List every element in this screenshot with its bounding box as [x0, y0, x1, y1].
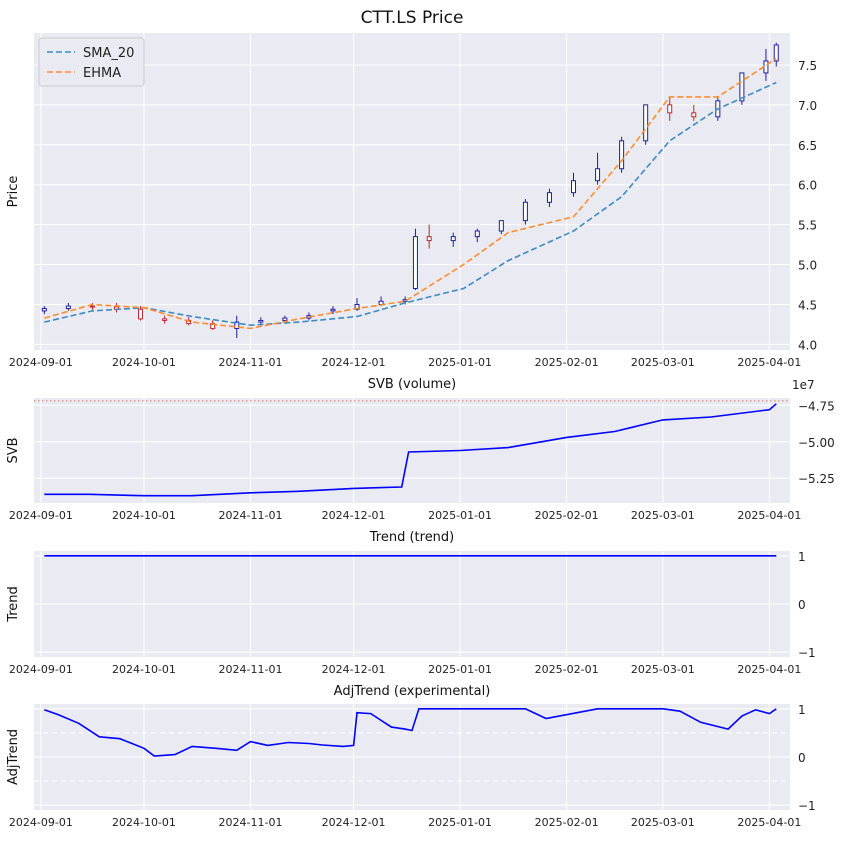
y-tick-label: 4.5 — [798, 298, 817, 312]
candle-body — [773, 44, 779, 62]
x-tick-label: 2024-09-01 — [9, 509, 73, 522]
x-tick-label: 2024-12-01 — [322, 509, 386, 522]
x-tick-label: 2025-03-01 — [631, 663, 695, 676]
y-tick-label: 7.5 — [798, 59, 817, 73]
y-tick-label: −5.00 — [798, 436, 835, 450]
x-tick-label: 2025-04-01 — [737, 816, 801, 829]
x-tick-label: 2025-01-01 — [428, 816, 492, 829]
candle-body — [667, 104, 673, 114]
x-tick-label: 2024-10-01 — [112, 816, 176, 829]
chart-title: CTT.LS Price — [361, 8, 464, 28]
candle-body — [41, 307, 47, 312]
plot-area-1 — [34, 398, 790, 503]
candle-body — [258, 319, 264, 323]
x-tick-label: 2024-09-01 — [9, 356, 73, 369]
y-axis-label: AdjTrend — [6, 729, 21, 785]
y-tick-label: −1 — [798, 646, 816, 660]
candle-body — [763, 60, 769, 74]
candle-body — [450, 236, 456, 242]
x-tick-label: 2025-02-01 — [535, 509, 599, 522]
x-tick-label: 2024-11-01 — [219, 356, 283, 369]
x-tick-label: 2025-01-01 — [428, 356, 492, 369]
y-tick-label: 0 — [798, 598, 806, 612]
plot-area-0 — [34, 33, 790, 350]
legend-box — [38, 37, 145, 87]
chart-title: Trend (trend) — [369, 530, 455, 545]
chart-title: SVB (volume) — [368, 377, 457, 392]
candle-body — [595, 168, 601, 182]
y-tick-label: −4.75 — [798, 399, 835, 413]
x-tick-label: 2024-10-01 — [112, 509, 176, 522]
x-tick-label: 2025-01-01 — [428, 509, 492, 522]
y-axis-label: Trend — [6, 586, 21, 623]
x-tick-label: 2025-02-01 — [535, 816, 599, 829]
series-line-ehma — [44, 57, 777, 330]
candle-body — [330, 308, 336, 312]
candle-body — [643, 104, 649, 142]
y-tick-label: 6.5 — [798, 139, 817, 153]
chart-title: AdjTrend (experimental) — [334, 684, 491, 699]
y-tick-label: −1 — [798, 799, 816, 813]
x-tick-label: 2024-09-01 — [9, 663, 73, 676]
x-tick-label: 2024-11-01 — [219, 509, 283, 522]
x-tick-label: 2025-02-01 — [535, 663, 599, 676]
x-tick-label: 2025-03-01 — [631, 509, 695, 522]
candle-body — [65, 305, 71, 309]
candle-body — [571, 180, 577, 194]
candle-body — [412, 236, 418, 290]
legend-entry: SMA_20 — [83, 46, 134, 61]
x-tick-label: 2024-12-01 — [322, 816, 386, 829]
candle-body — [498, 220, 504, 232]
x-tick-label: 2024-10-01 — [112, 356, 176, 369]
candle-body — [138, 308, 144, 320]
x-tick-label: 2025-04-01 — [737, 509, 801, 522]
candle-body — [691, 112, 697, 118]
series-line-sma-20 — [44, 81, 777, 327]
legend-entry: EHMA — [83, 66, 121, 81]
candle-body — [522, 201, 528, 222]
candle-body — [89, 305, 95, 308]
x-tick-label: 2025-01-01 — [428, 663, 492, 676]
y-tick-label: 5.5 — [798, 219, 817, 233]
candle-body — [282, 317, 288, 321]
y-tick-label: 0 — [798, 751, 806, 765]
x-tick-label: 2024-11-01 — [219, 816, 283, 829]
y-tick-label: 1 — [798, 703, 806, 717]
x-tick-label: 2025-04-01 — [737, 356, 801, 369]
x-tick-label: 2025-04-01 — [737, 663, 801, 676]
candle-body — [426, 236, 432, 242]
x-tick-label: 2025-02-01 — [535, 356, 599, 369]
x-tick-label: 2024-09-01 — [9, 816, 73, 829]
candle-body — [474, 230, 480, 238]
x-tick-label: 2025-03-01 — [631, 356, 695, 369]
x-tick-label: 2024-12-01 — [322, 663, 386, 676]
series-line-0 — [44, 707, 777, 757]
y-tick-label: 5.0 — [798, 259, 817, 273]
candle-body — [546, 192, 552, 203]
y-tick-label: 6.0 — [798, 179, 817, 193]
candle-body — [162, 318, 168, 321]
x-tick-label: 2025-03-01 — [631, 816, 695, 829]
y-tick-label: −5.25 — [798, 472, 835, 486]
candle-body — [619, 140, 625, 170]
x-tick-label: 2024-10-01 — [112, 663, 176, 676]
y-tick-label: 1 — [798, 550, 806, 564]
series-line-0 — [44, 403, 777, 497]
x-tick-label: 2024-11-01 — [219, 663, 283, 676]
y-tick-label: 4.0 — [798, 338, 817, 352]
y-axis-label: SVB — [6, 437, 21, 463]
y-tick-label: 7.0 — [798, 99, 817, 113]
candle-body — [739, 72, 745, 102]
x-tick-label: 2024-12-01 — [322, 356, 386, 369]
y-axis-label: Price — [6, 176, 21, 208]
candle-body — [234, 321, 240, 329]
y-offset-label: 1e7 — [792, 378, 815, 392]
